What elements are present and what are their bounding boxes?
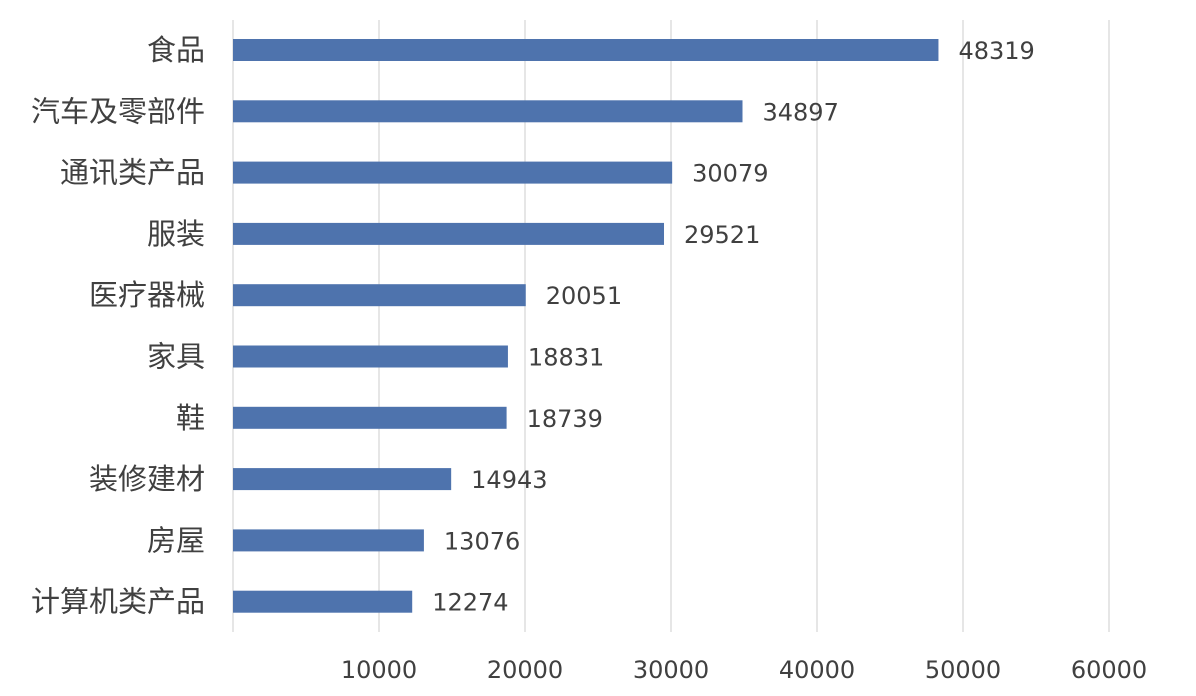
data-label-7: 14943: [471, 466, 547, 494]
data-label-5: 18831: [528, 344, 604, 372]
category-label-4: 医疗器械: [89, 278, 205, 312]
bar-1: [233, 100, 743, 123]
bar-5: [233, 345, 508, 368]
x-tick-label-20000: 20000: [487, 656, 563, 684]
x-tick-label-30000: 30000: [633, 656, 709, 684]
bar-6: [233, 406, 507, 429]
data-label-2: 30079: [692, 160, 768, 188]
category-label-8: 房屋: [147, 523, 205, 557]
data-label-6: 18739: [527, 405, 603, 433]
bar-7: [233, 468, 452, 491]
data-label-8: 13076: [444, 527, 520, 555]
data-label-9: 12274: [432, 589, 508, 617]
data-labels: 48319 34897 30079 29521 20051 18831 18739 14943…: [432, 37, 1035, 617]
bars: [233, 39, 939, 613]
x-tick-label-10000: 10000: [341, 656, 417, 684]
bar-0: [233, 39, 939, 61]
category-label-5: 家具: [147, 340, 205, 374]
data-label-3: 29521: [684, 221, 760, 249]
bar-4: [233, 284, 526, 307]
category-label-2: 通讯类产品: [60, 156, 205, 190]
category-label-1: 汽车及零部件: [31, 94, 205, 128]
data-label-1: 34897: [762, 98, 838, 126]
data-label-4: 20051: [546, 282, 622, 310]
category-label-6: 鞋: [176, 401, 205, 435]
x-tick-label-50000: 50000: [925, 656, 1001, 684]
category-label-9: 计算机类产品: [31, 585, 205, 619]
x-tick-labels: 10000 20000 30000 40000 50000 60000: [341, 656, 1147, 684]
category-label-0: 食品: [147, 33, 205, 67]
bar-9: [233, 590, 413, 613]
x-tick-label-60000: 60000: [1071, 656, 1147, 684]
category-label-3: 服装: [147, 217, 205, 251]
data-label-0: 48319: [958, 37, 1034, 65]
category-label-7: 装修建材: [89, 462, 205, 496]
bar-3: [233, 222, 665, 245]
bar-2: [233, 161, 673, 184]
x-tick-label-40000: 40000: [779, 656, 855, 684]
bar-8: [233, 529, 424, 552]
